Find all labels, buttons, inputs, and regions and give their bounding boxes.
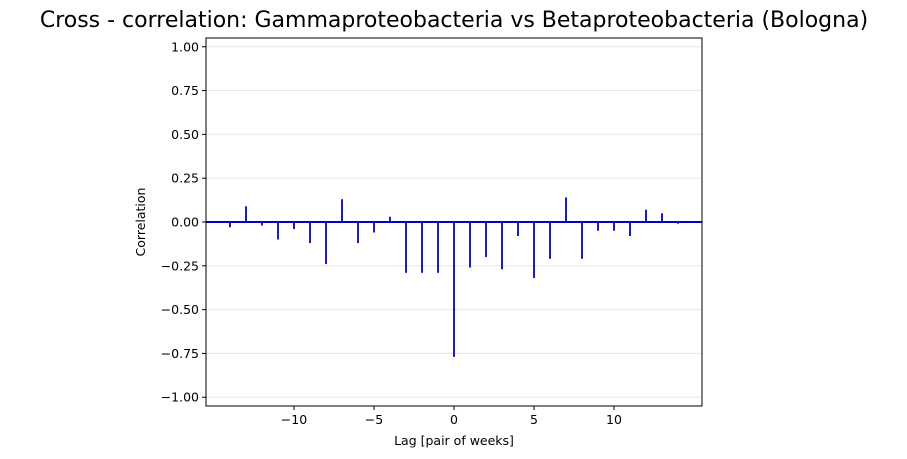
y-tick-label: −0.75 — [161, 346, 199, 361]
chart-title: Cross - correlation: Gammaproteobacteria… — [40, 8, 868, 33]
y-tick-label: 0.25 — [171, 171, 199, 186]
x-tick-label: 0 — [450, 412, 458, 427]
y-tick-label: −0.25 — [161, 258, 199, 273]
y-tick-label: 0.50 — [171, 127, 199, 142]
x-axis-label: Lag [pair of weeks] — [394, 433, 514, 448]
y-tick-label: 0.75 — [171, 83, 199, 98]
y-tick-label: −1.00 — [161, 390, 199, 405]
y-tick-label: 1.00 — [171, 39, 199, 54]
x-axis-ticks: −10 −5 0 5 10 — [281, 406, 622, 427]
x-tick-label: 5 — [530, 412, 538, 427]
x-tick-label: −5 — [365, 412, 383, 427]
x-tick-label: 10 — [606, 412, 622, 427]
y-axis-label: Correlation — [133, 188, 148, 257]
y-tick-label: 0.00 — [171, 215, 199, 230]
y-tick-label: −0.50 — [161, 302, 199, 317]
y-axis-ticks: 1.00 0.75 0.50 0.25 0.00 −0.25 −0.50 −0.75 −1.00 — [161, 39, 206, 405]
x-tick-label: −10 — [281, 412, 307, 427]
correlation-bars — [229, 197, 679, 357]
